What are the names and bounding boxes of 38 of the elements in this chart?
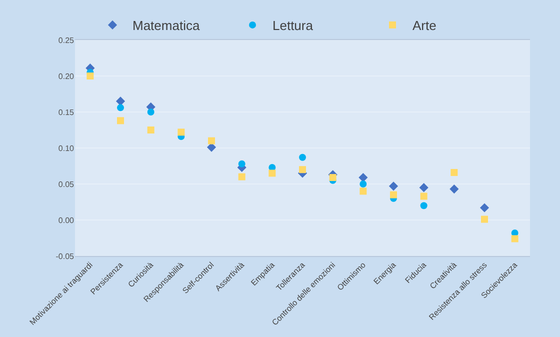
y-tick-label: 0.15	[58, 108, 75, 117]
point	[360, 180, 367, 188]
point	[420, 202, 428, 210]
point	[388, 182, 398, 191]
y-tick-label: 0.05	[58, 180, 75, 189]
point	[299, 166, 306, 174]
point	[117, 104, 124, 112]
point	[208, 137, 215, 144]
point	[299, 154, 306, 161]
point	[238, 160, 246, 168]
point	[329, 174, 336, 182]
point	[419, 183, 428, 192]
point	[86, 72, 94, 80]
point	[481, 216, 488, 223]
point	[147, 126, 154, 134]
point	[358, 172, 368, 182]
y-tick-label: -0.05	[56, 252, 75, 261]
point	[450, 184, 459, 194]
y-tick-label: 0.10	[58, 144, 75, 153]
point	[238, 173, 246, 180]
point	[480, 203, 490, 212]
legend-label: Lettura	[272, 18, 314, 34]
point	[268, 170, 276, 177]
point	[178, 128, 185, 136]
point	[390, 191, 397, 198]
point	[147, 108, 154, 116]
y-tick-label: 0.25	[58, 36, 75, 45]
point	[511, 235, 518, 242]
point	[360, 188, 367, 195]
point	[117, 117, 124, 124]
legend-label: Matematica	[132, 18, 200, 34]
point	[116, 96, 126, 106]
point	[420, 192, 428, 200]
legend-label: Arte	[412, 18, 436, 34]
y-tick-label: 0.20	[58, 72, 75, 81]
y-tick-label: 0.00	[58, 216, 75, 225]
point	[450, 168, 458, 176]
point	[206, 142, 216, 152]
